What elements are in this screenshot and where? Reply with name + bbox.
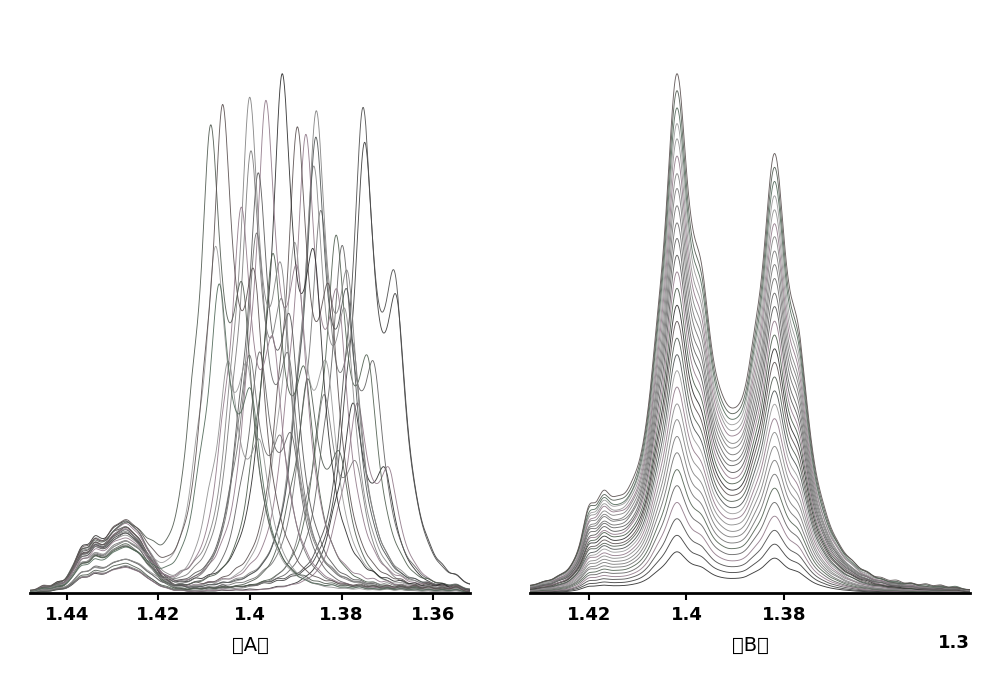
- Text: （A）: （A）: [232, 636, 268, 655]
- Text: （B）: （B）: [732, 636, 768, 655]
- Text: 1.3: 1.3: [938, 634, 970, 652]
